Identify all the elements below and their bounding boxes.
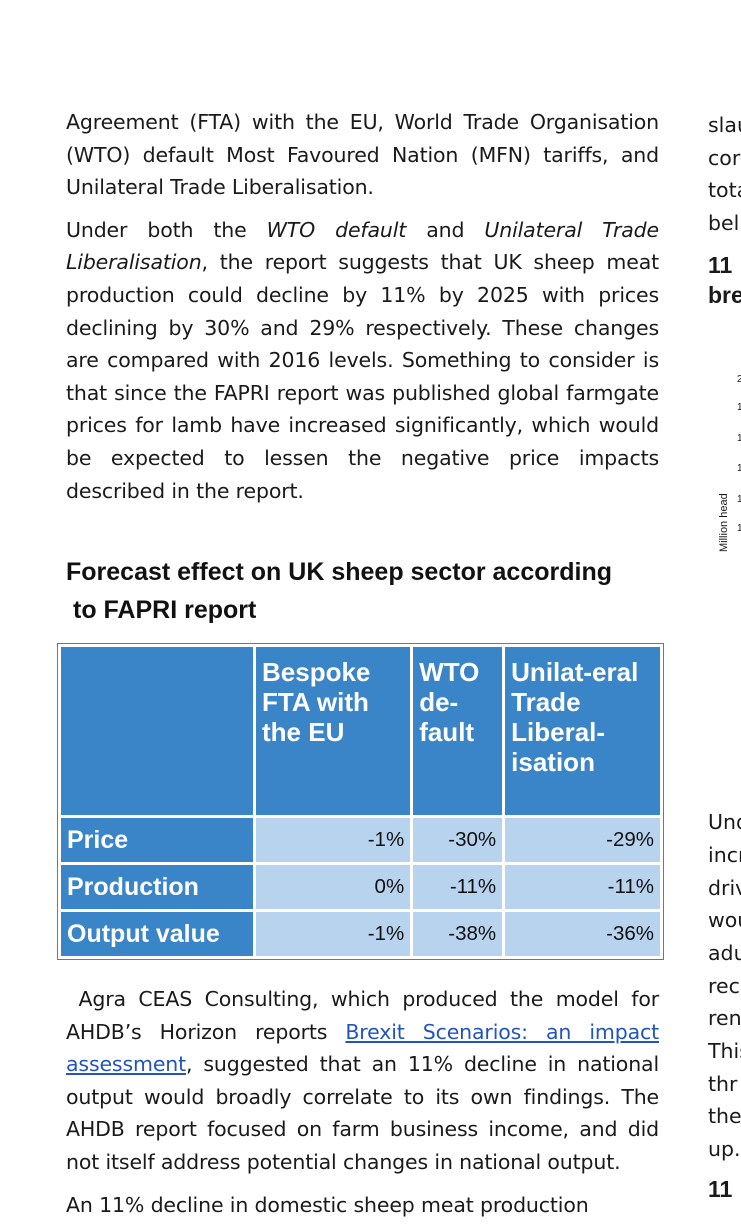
paragraph-1: Agreement (FTA) with the EU, World Trade… [66, 110, 659, 200]
right-text-fragment: wou [708, 908, 741, 932]
table-header-cell: Bespoke FTA with the EU [256, 647, 411, 815]
paragraph-3-text-b: , suggested that an 11% decline in natio… [66, 1052, 659, 1174]
table-header-cell: WTO de-fault [413, 647, 503, 815]
right-text-fragment: ren [708, 1006, 741, 1030]
right-text-fragment: This [708, 1039, 741, 1063]
paragraph-2: Under both the WTO default and Unilatera… [66, 214, 659, 507]
paragraph-3: Agra CEAS Consulting, which produced the… [66, 983, 659, 1179]
table-cell: -30% [413, 818, 503, 862]
chart-tick-label: 1 [737, 463, 741, 474]
right-text-fragment: cor [708, 146, 741, 170]
table-row: Production 0% -11% -11% [61, 865, 660, 909]
right-text-fragment: incr [708, 843, 741, 867]
table-cell: 0% [256, 865, 411, 909]
right-text-fragment: the [708, 1104, 741, 1128]
table-corner-cell [61, 647, 253, 815]
chart-tick-label: 1 [737, 433, 741, 444]
table-row: Output value -1% -38% -36% [61, 912, 660, 956]
paragraph-2-text-a: Under both the [66, 217, 267, 242]
chart-tick-label: 1 [737, 494, 741, 505]
right-text-fragment: rec [708, 974, 740, 998]
lower-text-column: Agra CEAS Consulting, which produced the… [66, 983, 659, 1231]
chart-tick-label: 1 [737, 523, 741, 534]
table-cell: -1% [256, 912, 411, 956]
right-text-fragment: slau [708, 113, 741, 137]
chart-tick-label: 1 [737, 402, 741, 413]
paragraph-2-text-c: , the report suggests that UK sheep meat… [66, 250, 659, 503]
right-text-fragment: thr [708, 1072, 738, 1096]
paragraph-3-text-a: Agra CEAS Consulting, which produced the… [66, 987, 659, 1044]
table-cell: -38% [413, 912, 503, 956]
right-text-fragment: tota [708, 178, 741, 202]
table-cell: -1% [256, 818, 411, 862]
right-text-fragment: bel [708, 211, 740, 235]
brexit-scenarios-link[interactable]: Brexit Scenarios: an impact assessment [66, 1019, 659, 1077]
right-heading-fragment: 11 [708, 252, 733, 278]
right-text-fragment: up. [708, 1137, 741, 1161]
fapri-forecast-table: Bespoke FTA with the EU WTO de-fault Uni… [57, 643, 664, 960]
row-label-price: Price [61, 818, 253, 862]
row-label-output-value: Output value [61, 912, 253, 956]
right-text-fragment: adu [708, 941, 741, 965]
table-row: Price -1% -30% -29% [61, 818, 660, 862]
right-heading-fragment: bre [708, 282, 741, 308]
main-text-column: Agreement (FTA) with the EU, World Trade… [66, 106, 659, 647]
paragraph-2-emphasis-1: WTO default [266, 217, 407, 242]
right-column-fragment: slau cor tota bel 11 bre 2 1 1 1 1 1 Mil… [708, 0, 741, 1200]
section-heading-line-1: Forecast effect on UK sheep sector accor… [66, 558, 612, 587]
paragraph-4: An 11% decline in domestic sheep meat pr… [66, 1192, 589, 1217]
table-cell: -11% [505, 865, 660, 909]
right-text-fragment: Und [708, 810, 741, 834]
section-heading: Forecast effect on UK sheep sector accor… [66, 553, 659, 629]
chart-tick-label: 2 [737, 374, 741, 385]
section-heading-line-2: to FAPRI report [73, 596, 257, 625]
table-header-row: Bespoke FTA with the EU WTO de-fault Uni… [61, 647, 660, 815]
row-label-production: Production [61, 865, 253, 909]
paragraph-2-emphasis-2: Unilateral Trade Liberalisation [66, 217, 659, 275]
table-cell: -36% [505, 912, 660, 956]
chart-y-axis-label: Million head [718, 493, 730, 552]
paragraph-2-text-b: and [406, 217, 485, 242]
table-cell: -29% [505, 818, 660, 862]
right-heading-fragment: 11 [708, 1176, 733, 1200]
table-cell: -11% [413, 865, 503, 909]
table-header-cell: Unilat-eral Trade Liberal-isation [505, 647, 660, 815]
right-text-fragment: driv [708, 876, 741, 900]
